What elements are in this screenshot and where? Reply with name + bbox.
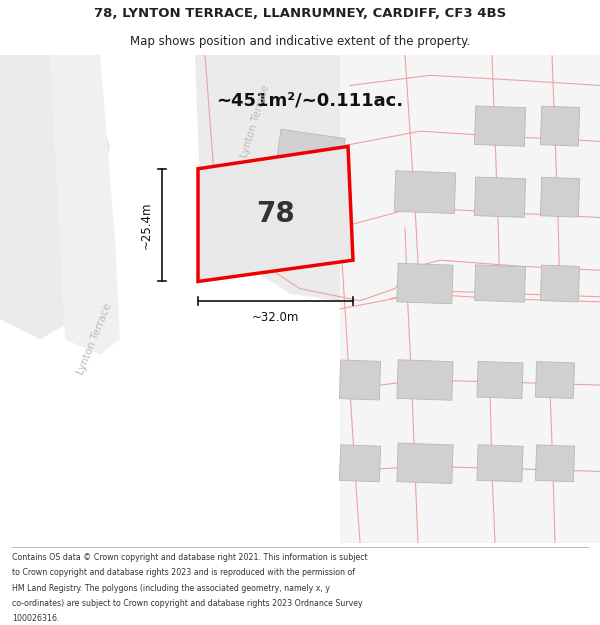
Text: Lynton Terrace: Lynton Terrace <box>239 83 271 159</box>
Bar <box>475 106 526 146</box>
Bar <box>541 265 580 302</box>
Polygon shape <box>195 55 420 304</box>
Text: Contains OS data © Crown copyright and database right 2021. This information is : Contains OS data © Crown copyright and d… <box>12 553 368 562</box>
Polygon shape <box>50 55 120 354</box>
Text: 78, LYNTON TERRACE, LLANRUMNEY, CARDIFF, CF3 4BS: 78, LYNTON TERRACE, LLANRUMNEY, CARDIFF,… <box>94 8 506 20</box>
Text: 78: 78 <box>256 201 295 229</box>
Polygon shape <box>340 55 600 542</box>
Bar <box>282 188 328 206</box>
Text: 100026316.: 100026316. <box>12 614 59 623</box>
Bar <box>535 445 575 482</box>
Polygon shape <box>0 55 90 339</box>
Text: co-ordinates) are subject to Crown copyright and database rights 2023 Ordnance S: co-ordinates) are subject to Crown copyr… <box>12 599 362 608</box>
Text: Lynton Terrace: Lynton Terrace <box>76 302 114 376</box>
Polygon shape <box>0 55 110 253</box>
Bar <box>397 443 453 484</box>
Text: HM Land Registry. The polygons (including the associated geometry, namely x, y: HM Land Registry. The polygons (includin… <box>12 584 330 592</box>
Text: ~25.4m: ~25.4m <box>139 201 152 249</box>
Bar <box>541 106 580 146</box>
Polygon shape <box>198 146 353 281</box>
Bar <box>394 171 455 214</box>
Bar <box>397 360 453 400</box>
Bar <box>477 445 523 482</box>
Bar <box>397 263 453 304</box>
Text: ~32.0m: ~32.0m <box>252 311 299 324</box>
Text: Map shows position and indicative extent of the property.: Map shows position and indicative extent… <box>130 35 470 48</box>
Bar <box>535 362 575 398</box>
Bar <box>340 445 380 482</box>
Bar <box>475 177 526 217</box>
Bar <box>275 188 334 226</box>
Text: ~451m²/~0.111ac.: ~451m²/~0.111ac. <box>217 92 404 110</box>
Bar <box>541 177 580 217</box>
Bar <box>340 360 380 400</box>
Text: to Crown copyright and database rights 2023 and is reproduced with the permissio: to Crown copyright and database rights 2… <box>12 569 355 578</box>
Bar <box>275 129 346 184</box>
Bar <box>477 361 523 399</box>
Bar <box>475 265 526 302</box>
